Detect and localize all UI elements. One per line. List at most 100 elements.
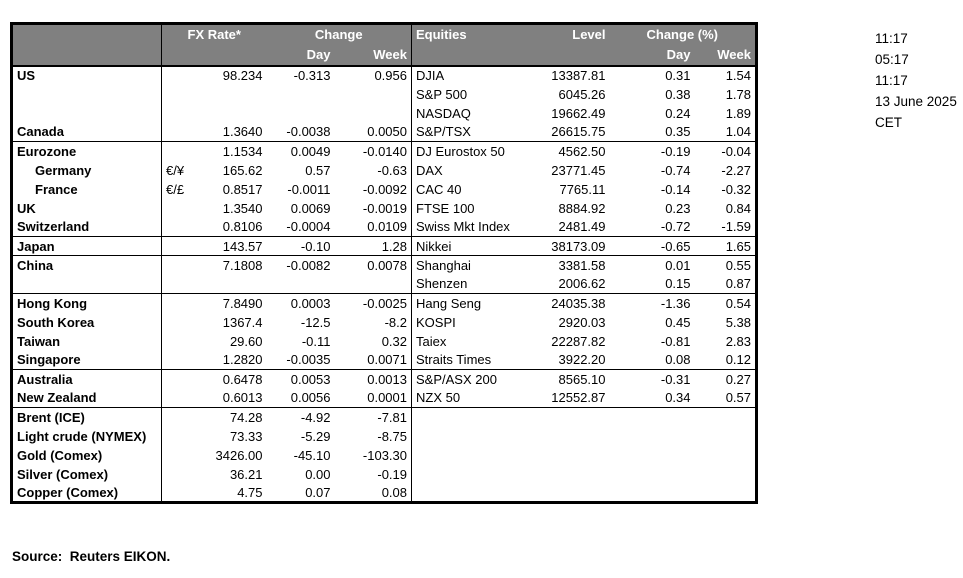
fx-change-week-value: 0.0013: [334, 369, 412, 389]
pair-symbol: €/£: [166, 181, 185, 197]
equity-change-day-value: 0.45: [665, 314, 691, 330]
equity-level-value: 26615.75: [551, 124, 606, 140]
table-row: Germany €/¥ 165.62 0.57 -0.63 DAX 23771.45 -0.7…: [11, 160, 757, 180]
equity-label: FTSE 100: [416, 200, 475, 216]
country-label: Brent (ICE): [11, 407, 162, 427]
fx-change-week-value: 1.28: [334, 236, 412, 256]
equity-level-value: 23771.45: [551, 162, 606, 178]
equities-header: Equities: [411, 23, 544, 45]
equity-change-week-value: 0.55: [694, 255, 757, 275]
table-row: Light crude (NYMEX) 73.33 -5.29 -8.75: [11, 426, 757, 446]
table-row: China 7.1808 -0.0082 0.0078 Shanghai 3381.58 0…: [11, 255, 757, 275]
equity-label: KOSPI: [416, 314, 456, 330]
country-label: [11, 84, 162, 104]
market-summary-table: FX Rate* Change Equities Level Change (%…: [10, 22, 758, 504]
fx-rate-value: 1.3540: [222, 200, 263, 216]
pair-symbol: €/¥: [166, 162, 185, 178]
country-label: Singapore: [11, 350, 162, 370]
equity-change-day-value: [610, 465, 695, 484]
fx-change-header: Change: [266, 23, 412, 45]
fx-change-week-value: 0.0001: [334, 388, 412, 408]
equity-change-week-value: 0.57: [725, 390, 751, 406]
fx-rate-header-spacer: [161, 44, 267, 66]
equity-level-value: 3381.58: [543, 255, 610, 275]
equity-label: Swiss Mkt Index: [416, 219, 510, 235]
fx-rate-value: 7.8490: [199, 293, 267, 313]
fx-rate-value: 0.8106: [222, 219, 263, 235]
fx-change-day-value: -0.313: [266, 64, 335, 85]
table-row: Japan 143.57 -0.10 1.28 Nikkei 38173.09 -0.65 1…: [11, 236, 757, 256]
equity-label: Nikkei: [411, 236, 544, 256]
equity-level-value: 4562.50: [543, 141, 610, 161]
equity-level-value: 2006.62: [558, 276, 606, 292]
pair-symbol: [162, 465, 200, 484]
table-row: Brent (ICE) 74.28 -4.92 -7.81: [11, 407, 757, 427]
equity-label: Taiex: [416, 333, 447, 349]
table-row: Taiwan 29.60 -0.11 0.32 Taiex 22287.82 -0.81 2.…: [11, 331, 757, 351]
timestamp-line: 11:17: [875, 73, 908, 88]
table-row: US 98.234 -0.313 0.956 DJIA 13387.81 0.31 1.54: [11, 64, 757, 85]
pair-symbol: [161, 369, 200, 389]
fx-change-week-value: 0.08: [334, 483, 412, 503]
fx-change-day-value: 0.0053: [266, 369, 335, 389]
fx-change-week-value: -0.0019: [334, 198, 412, 218]
pair-symbol: [161, 255, 200, 275]
equity-level-value: 2920.03: [558, 314, 606, 330]
pair-symbol: [162, 85, 200, 104]
equity-change-day-value: -0.65: [609, 236, 695, 256]
equity-label: Straits Times: [416, 352, 492, 368]
equity-label: NZX 50: [416, 390, 461, 406]
equity-change-day-value: 0.34: [665, 390, 691, 406]
equity-change-week-value: -1.59: [721, 219, 751, 235]
header-row-2: Day Week Day Week: [12, 44, 757, 66]
fx-change-week-value: -0.63: [334, 160, 412, 180]
equity-level-value: [544, 427, 610, 446]
source-note: Source: Reuters EIKON.: [12, 549, 171, 564]
equity-change-week-value: -2.27: [721, 162, 751, 178]
eq-header-spacer: [411, 44, 610, 66]
fx-change-day-value: -0.10: [266, 236, 335, 256]
country-label: Eurozone: [11, 141, 162, 161]
table-row: Eurozone 1.1534 0.0049 -0.0140 DJ Eurostox 5…: [11, 141, 757, 161]
timezone-line: CET: [875, 115, 902, 130]
fx-change-day-value: 0.07: [305, 484, 331, 500]
equity-change-week-value: 0.87: [725, 276, 751, 292]
fx-rate-value: 165.62: [222, 162, 263, 178]
timestamp-line: 05:17: [875, 52, 909, 67]
equity-label: [412, 427, 544, 446]
fx-change-week-value: 0.0078: [334, 255, 412, 275]
equity-level-value: 12552.87: [551, 390, 606, 406]
table-row: Silver (Comex) 36.21 0.00 -0.19: [11, 464, 757, 484]
equity-change-week-value: 1.78: [725, 86, 751, 102]
fx-change-day-value: 0.0049: [266, 141, 335, 161]
equity-change-week-value: 1.89: [725, 105, 751, 121]
equity-label: Shanghai: [411, 255, 544, 275]
table-row: Hong Kong 7.8490 0.0003 -0.0025 Hang Seng 240…: [11, 293, 757, 313]
fx-change-day-value: [267, 85, 335, 104]
equity-label: DJ Eurostox 50: [411, 141, 544, 161]
fx-rate-value: 1.3640: [222, 124, 263, 140]
fx-change-day-value: -0.0038: [286, 124, 331, 140]
country-label: Copper (Comex): [11, 483, 162, 503]
equity-level-value: 22287.82: [551, 333, 606, 349]
fx-change-day-value: 0.00: [305, 466, 331, 482]
fx-change-week-value: [334, 274, 412, 294]
fx-change-day-value: -5.29: [300, 428, 331, 444]
fx-change-day-value: -45.10: [293, 447, 331, 463]
fx-rate-value: 4.75: [237, 484, 263, 500]
table-row: S&P 500 6045.26 0.38 1.78: [11, 84, 757, 104]
fx-rate-value: 36.21: [229, 466, 263, 482]
equity-change-week-value: 1.54: [694, 64, 757, 85]
equity-change-day-value: [610, 446, 695, 465]
country-label: Hong Kong: [11, 293, 162, 313]
equity-label: Shenzen: [416, 276, 468, 292]
table-row: Shenzen 2006.62 0.15 0.87: [11, 274, 757, 294]
fx-rate-value: 74.28: [199, 407, 267, 427]
fx-change-week-value: 0.0109: [334, 217, 412, 237]
fx-rate-value: [200, 85, 267, 104]
corner-cell: [11, 23, 162, 66]
equity-label: S&P 500: [416, 86, 468, 102]
fx-change-day-value: [267, 275, 335, 294]
country-label: Switzerland: [11, 217, 162, 237]
